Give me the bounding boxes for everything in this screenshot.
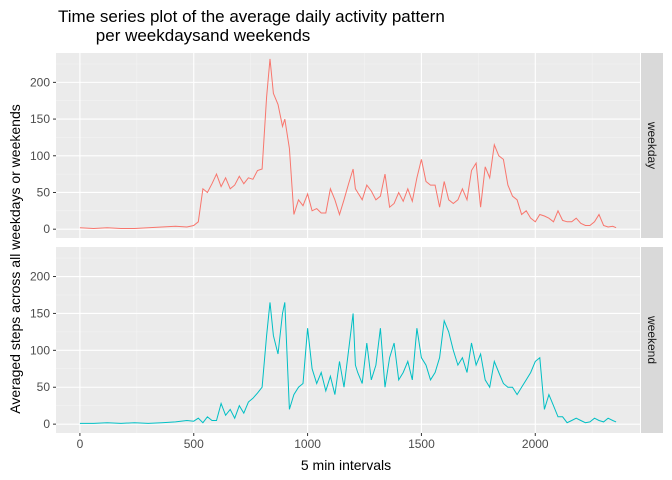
panel-weekday: weekday (56, 53, 663, 238)
x-tick-label: 0 (77, 437, 84, 451)
y-axis-title: Averaged steps across all weekdays or we… (7, 104, 23, 413)
y-tick-label: 0 (43, 417, 50, 431)
x-tick-label: 1500 (408, 437, 435, 451)
strip-label-weekday: weekday (645, 121, 659, 169)
series-line-weekend (79, 302, 617, 424)
panel-background (56, 247, 640, 433)
y-tick-label: 200 (30, 270, 50, 284)
y-tick-label: 100 (30, 343, 50, 357)
y-tick-label: 200 (30, 75, 50, 89)
y-tick-label: 50 (37, 380, 51, 394)
strip-background (641, 53, 663, 238)
y-tick-label: 150 (30, 112, 50, 126)
x-axis-title: 5 min intervals (301, 457, 391, 473)
x-tick-label: 500 (184, 437, 204, 451)
strip-background (641, 247, 663, 433)
panel-weekend: weekend (56, 247, 663, 433)
chart-title-line-2: per weekdaysand weekends (58, 26, 310, 45)
series-line-weekday (79, 58, 617, 230)
x-tick-label: 1000 (294, 437, 321, 451)
strip-label-weekend: weekend (645, 315, 659, 364)
y-tick-label: 100 (30, 149, 50, 163)
y-axis-top: 0 50 100 150 200 (30, 75, 56, 236)
y-tick-label: 50 (37, 185, 51, 199)
y-tick-label: 0 (43, 222, 50, 236)
y-tick-label: 150 (30, 306, 50, 320)
y-axis-bottom: 0 50 100 150 200 (30, 270, 56, 431)
x-tick-label: 2000 (522, 437, 549, 451)
panel-background (56, 53, 640, 238)
x-axis: 0 500 1000 1500 2000 (77, 433, 549, 451)
chart-title-line-1: Time series plot of the average daily ac… (58, 7, 445, 26)
